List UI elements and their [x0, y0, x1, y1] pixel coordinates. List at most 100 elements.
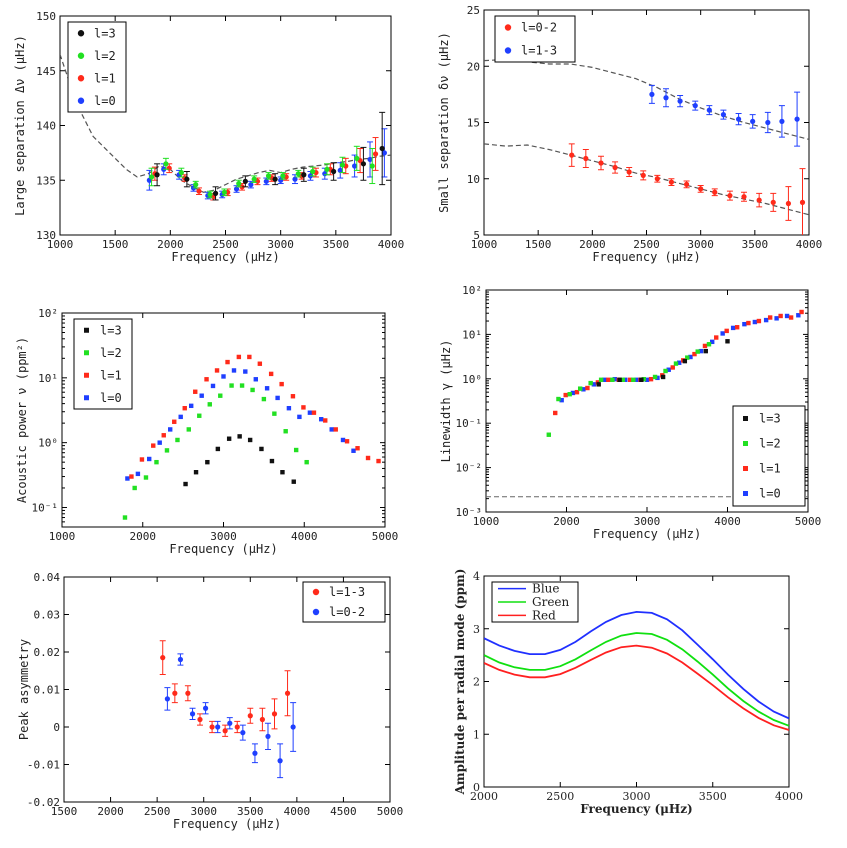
legend-label: l=0-2	[521, 21, 557, 35]
data-point	[577, 386, 583, 391]
data-point	[240, 730, 246, 736]
data-point	[794, 116, 800, 122]
y-tick-label: 4	[473, 570, 480, 583]
data-point	[252, 750, 258, 756]
data-point	[698, 348, 704, 354]
y-tick-label: 10⁻¹	[456, 417, 483, 430]
legend: l=3 l=2 l=1 l=0	[732, 405, 806, 507]
data-point	[243, 369, 248, 374]
data-point	[301, 172, 307, 178]
data-point	[663, 368, 668, 374]
data-point	[706, 107, 712, 113]
data-point	[720, 112, 727, 118]
y-axis-label: Peak asymmetry	[17, 639, 31, 740]
data-point	[177, 656, 184, 663]
data-point	[340, 437, 346, 443]
legend: l=3 l=2 l=1 l=0	[67, 21, 127, 113]
data-point	[239, 383, 245, 388]
legend-label: l=0-2	[329, 605, 365, 619]
legend-box	[73, 318, 133, 410]
data-point	[209, 724, 215, 730]
data-point	[652, 374, 658, 380]
legend-label: l=3	[94, 26, 116, 40]
data-point	[706, 342, 712, 347]
data-point	[666, 367, 671, 372]
data-point	[277, 758, 283, 764]
data-point	[272, 411, 277, 416]
data-point	[247, 437, 253, 443]
data-point	[668, 179, 675, 185]
data-point	[763, 317, 769, 323]
data-point	[280, 470, 285, 475]
data-point	[193, 470, 199, 475]
data-point	[369, 163, 375, 169]
data-point	[337, 167, 343, 173]
data-point	[286, 406, 292, 411]
x-tick-label: 5000	[795, 515, 822, 528]
x-tick-label: 3000	[623, 790, 651, 803]
data-point	[677, 98, 683, 104]
data-point	[221, 374, 226, 379]
data-point	[663, 95, 669, 101]
data-point	[698, 186, 704, 192]
data-point	[184, 176, 190, 182]
data-point	[293, 447, 299, 453]
data-point	[280, 173, 286, 179]
data-point	[344, 439, 350, 444]
data-point	[172, 419, 177, 424]
data-point	[269, 458, 275, 464]
data-point	[222, 728, 228, 734]
x-tick-label: 1000	[47, 238, 74, 251]
legend-marker	[743, 491, 748, 496]
data-point	[148, 174, 155, 180]
data-point	[734, 325, 740, 330]
y-tick-label: -0.01	[27, 759, 60, 772]
y-tick-label: 5	[473, 229, 480, 242]
model-curve	[60, 54, 391, 193]
y-axis-label: Linewidth γ (μHz)	[439, 340, 453, 463]
data-point	[290, 394, 296, 399]
data-point	[207, 402, 212, 407]
data-point	[196, 188, 202, 194]
data-point	[588, 380, 593, 386]
data-point	[161, 433, 166, 438]
data-point	[367, 156, 373, 163]
curve-blue	[484, 610, 789, 720]
legend-marker	[84, 395, 89, 401]
data-point	[233, 186, 240, 192]
x-axis-label: Frequency (μHz)	[592, 250, 700, 264]
legend-box	[302, 581, 386, 623]
data-point	[125, 476, 130, 481]
data-point	[291, 479, 296, 484]
data-point	[631, 377, 636, 382]
y-axis-label: Acoustic power ν (ppm²)	[15, 337, 29, 503]
data-point	[655, 375, 660, 381]
data-point	[253, 377, 258, 382]
y-axis-label: Large separation Δν (μHz)	[13, 35, 27, 216]
data-point	[197, 716, 203, 723]
x-tick-label: 1000	[471, 238, 498, 251]
data-point	[351, 448, 356, 453]
x-tick-label: 3000	[190, 805, 217, 818]
x-tick-label: 2500	[633, 238, 660, 251]
data-point	[301, 405, 306, 410]
data-point	[247, 713, 253, 719]
data-point	[660, 374, 666, 380]
x-tick-label: 4000	[291, 530, 318, 543]
data-point	[307, 410, 313, 415]
y-tick-label: 10	[467, 173, 480, 186]
data-point	[673, 361, 679, 366]
x-tick-label: 3000	[210, 530, 237, 543]
data-point	[292, 176, 298, 182]
data-point	[324, 166, 330, 172]
data-point	[644, 377, 650, 382]
x-tick-label: 2000	[553, 515, 580, 528]
legend-marker	[743, 416, 748, 421]
y-tick-label: 10²	[38, 307, 58, 320]
data-point	[168, 427, 173, 432]
y-axis-label: Small separation δν (μHz)	[437, 32, 451, 213]
data-point	[574, 389, 580, 395]
legend-marker	[77, 30, 85, 37]
